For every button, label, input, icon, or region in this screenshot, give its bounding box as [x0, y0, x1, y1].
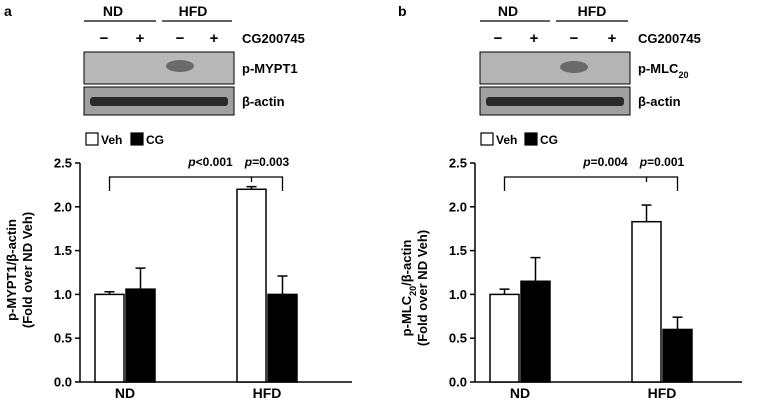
- x-tick-label: ND: [115, 385, 135, 401]
- y-axis-label-line1: p-MYPT1/β-actin: [4, 219, 19, 321]
- x-tick-label: HFD: [253, 385, 282, 401]
- significance-bracket-2: [646, 176, 679, 191]
- significance-bracket-1: [503, 176, 648, 191]
- plot-area: 0.0 0.5 1.0 1.5 2.0 2.5 ND HFD p=0.004 p=0.001: [449, 155, 742, 401]
- legend-label-cg: CG: [146, 133, 164, 147]
- lane-sign-4: +: [210, 30, 219, 47]
- y-tick-label: 2.0: [54, 199, 72, 214]
- y-tick-label: 0.0: [54, 375, 72, 390]
- blot-row-label-1: p-MYPT1: [242, 61, 298, 76]
- legend-swatch-veh: [480, 132, 494, 146]
- treatment-label: CG200745: [242, 31, 305, 46]
- panel-b: b ND HFD − + − + CG200745 p-MLC20 β-acti…: [380, 0, 759, 403]
- panel-a-svg: a ND HFD − + − + CG200745 p-MYPT1 β-acti…: [4, 3, 352, 401]
- bar-cg-nd: [520, 280, 551, 383]
- lane-sign-3: −: [570, 30, 579, 47]
- y-axis-label-line2: (Fold over ND Veh): [20, 212, 35, 328]
- bar-veh-nd: [489, 293, 520, 383]
- treatment-label: CG200745: [638, 31, 701, 46]
- blot-group-hfd: HFD: [578, 3, 607, 19]
- blot-group-nd: ND: [103, 3, 123, 19]
- y-tick-label: 2.5: [54, 156, 72, 171]
- blot-image-p-mlc20: [479, 51, 631, 85]
- x-tick-label: HFD: [648, 385, 677, 401]
- significance-bracket-2: [251, 176, 284, 191]
- panel-label: a: [4, 3, 12, 19]
- bar-veh-hfd: [236, 188, 267, 383]
- panel-a: a ND HFD − + − + CG200745 p-MYPT1 β-acti…: [4, 3, 352, 401]
- p-value-annotation-1: p=0.004: [582, 155, 628, 169]
- blot-row-label-2: β-actin: [638, 94, 681, 109]
- bar-veh-nd: [94, 293, 125, 383]
- blot-group-nd: ND: [498, 3, 518, 19]
- blot-band-p-mypt1: [166, 60, 194, 72]
- y-tick-label: 1.0: [54, 287, 72, 302]
- significance-bracket-1: [108, 176, 253, 191]
- blot-band-beta-actin: [90, 97, 228, 106]
- y-axis-label-line1: p-MLC20/β-actin: [399, 240, 418, 337]
- plot-area: 0.0 0.5 1.0 1.5 2.0 2.5 ND HFD p<0.001 p=0.003: [54, 155, 352, 401]
- y-tick-label: 2.0: [449, 199, 467, 214]
- y-tick-label: 1.5: [449, 243, 467, 258]
- bar-cg-nd: [125, 288, 156, 383]
- y-tick-label: 0.0: [449, 375, 467, 390]
- p-value-annotation-2: p=0.001: [639, 155, 685, 169]
- bar-cg-hfd: [267, 293, 298, 383]
- y-tick-label: 2.5: [449, 156, 467, 171]
- p-value-annotation-1: p<0.001: [187, 155, 233, 169]
- y-tick-label: 1.5: [54, 243, 72, 258]
- blot-band-p-mlc20: [560, 61, 588, 73]
- blot-row-label-1: p-MLC20: [638, 61, 688, 80]
- legend-label-veh: Veh: [101, 133, 122, 147]
- y-axis-label-line2: (Fold over ND Veh): [415, 230, 430, 346]
- p-value-annotation-2: p=0.003: [244, 155, 290, 169]
- blot-row-label-2: β-actin: [242, 94, 285, 109]
- blot-image-p-mypt1: [83, 51, 235, 85]
- legend-swatch-veh: [85, 132, 99, 146]
- lane-sign-2: +: [530, 30, 539, 47]
- legend-swatch-cg: [524, 132, 538, 146]
- legend-label-veh: Veh: [496, 133, 517, 147]
- lane-sign-1: −: [100, 30, 109, 47]
- bar-cg-hfd: [662, 328, 693, 383]
- y-tick-label: 0.5: [54, 331, 72, 346]
- legend-label-cg: CG: [540, 133, 558, 147]
- blot-band-beta-actin: [486, 97, 624, 106]
- lane-sign-4: +: [608, 30, 617, 47]
- y-tick-label: 0.5: [449, 331, 467, 346]
- legend-swatch-cg: [130, 132, 144, 146]
- blot-group-hfd: HFD: [179, 3, 208, 19]
- x-tick-label: ND: [510, 385, 530, 401]
- lane-sign-3: −: [176, 30, 185, 47]
- lane-sign-1: −: [494, 30, 503, 47]
- lane-sign-2: +: [136, 30, 145, 47]
- bar-veh-hfd: [631, 220, 662, 383]
- panel-b-svg: b ND HFD − + − + CG200745 p-MLC20 β-acti…: [398, 3, 742, 401]
- y-tick-label: 1.0: [449, 287, 467, 302]
- panel-label: b: [398, 3, 407, 19]
